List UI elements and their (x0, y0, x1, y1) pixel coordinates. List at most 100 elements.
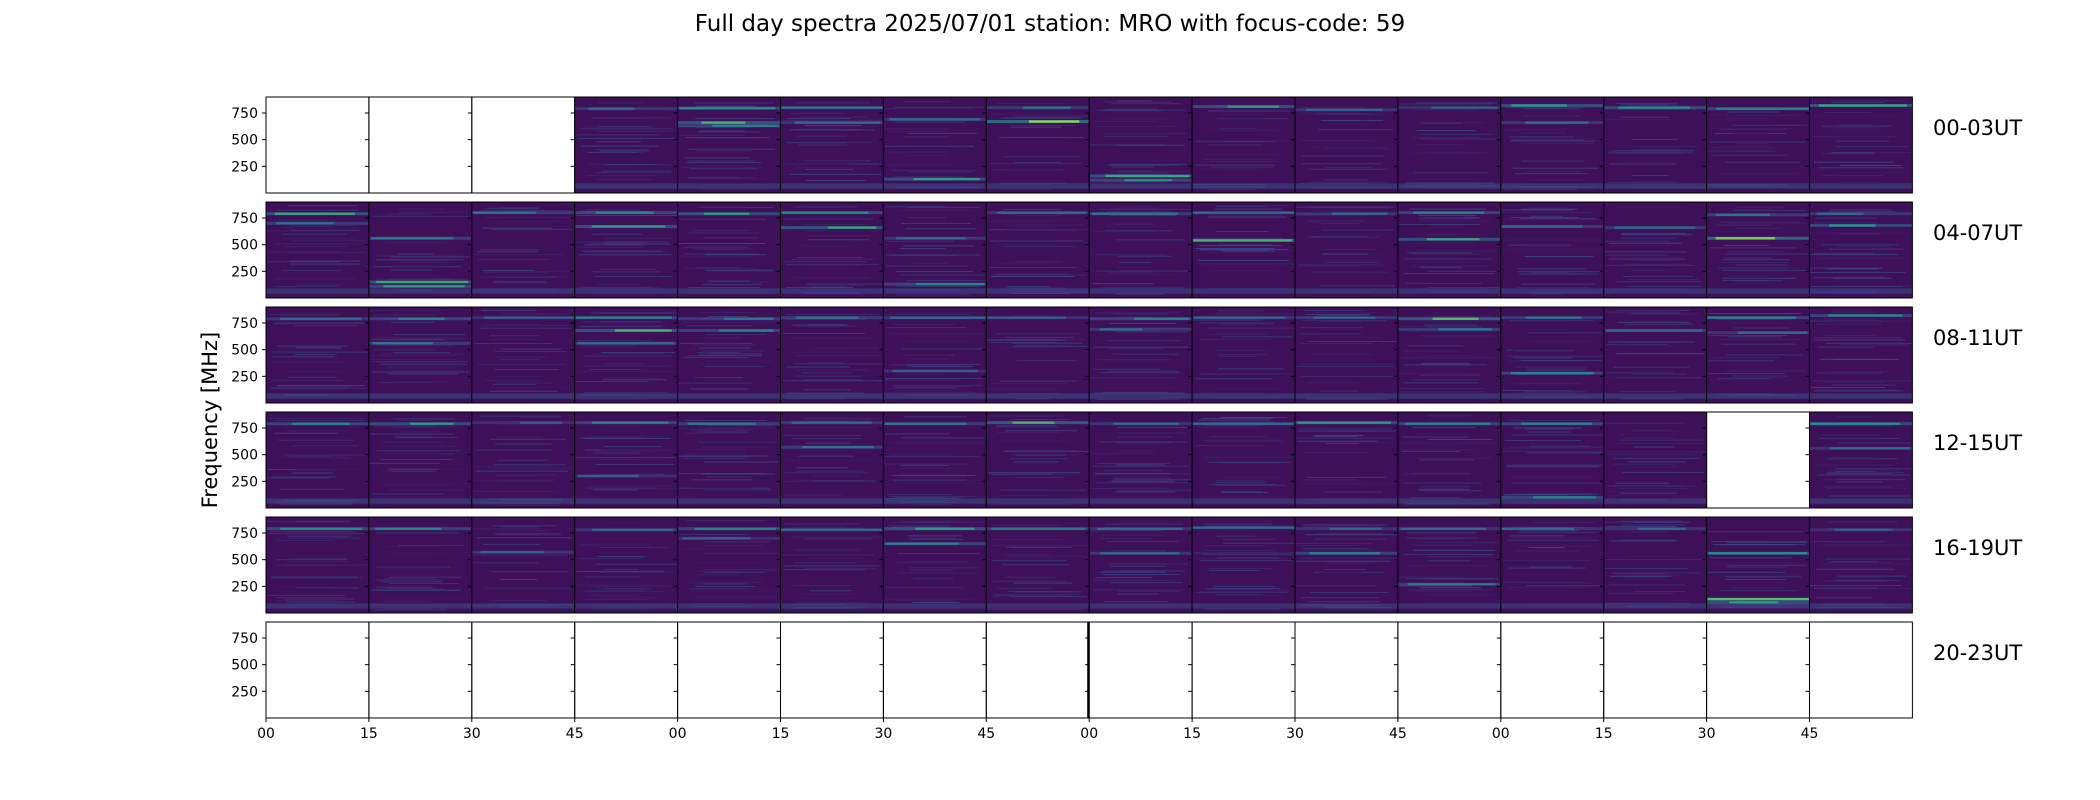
spectrum-panel (1599, 516, 1708, 614)
spectrum-background (1089, 307, 1193, 403)
y-tick-label: 500 (231, 133, 258, 149)
spectrum-background (677, 517, 781, 613)
low-band (1295, 183, 1398, 189)
spectrum-panel (1188, 621, 1296, 719)
low-band (1192, 498, 1295, 504)
spectrum-panel (673, 201, 781, 299)
panel-frame (1191, 621, 1296, 719)
spectra-row: 250 500 750 00-03UT (231, 96, 2022, 194)
spectrum-panel (1085, 516, 1193, 614)
spectrum-panel (1188, 516, 1296, 614)
spectra-row: 250 500 750 20-23UT (231, 621, 2022, 719)
low-band (883, 183, 987, 189)
low-band (1500, 288, 1604, 294)
panel-frame (780, 621, 884, 719)
panel-frame (1809, 516, 1913, 614)
spectrum-panel (776, 201, 884, 299)
low-band (1500, 183, 1604, 189)
spectrum-background (266, 412, 369, 508)
spectrum-panel (673, 411, 781, 509)
spectrum-panel (364, 621, 473, 719)
x-tick-label: 30 (1286, 726, 1304, 742)
low-band (1397, 288, 1501, 294)
panel-frame (1706, 621, 1810, 719)
spectrum-background (1192, 517, 1295, 613)
y-tick-label: 750 (231, 211, 258, 227)
low-band (986, 603, 1090, 609)
low-band (471, 603, 575, 609)
spectrum-background (986, 412, 1090, 508)
low-band (1603, 498, 1707, 504)
y-tick-label: 750 (231, 631, 258, 647)
low-band (883, 393, 987, 399)
low-band (1706, 288, 1810, 294)
spectrum-background (1089, 202, 1193, 298)
spectrum-panel (776, 306, 884, 404)
low-band (1809, 288, 1913, 294)
spectrum-panel (1085, 306, 1193, 404)
spectrum-background (1809, 412, 1913, 508)
y-tick-label: 750 (231, 421, 258, 437)
spectrum-background (677, 97, 781, 193)
panel-frame (368, 621, 473, 719)
spectrum-panel (1188, 306, 1296, 404)
spectra-row: 250 500 750 12-15UT (231, 411, 2022, 509)
spectrum-panel (982, 201, 1090, 299)
y-tick-label: 250 (231, 579, 258, 595)
low-band (1192, 603, 1295, 609)
low-band (1397, 183, 1501, 189)
x-tick-label: 00 (1080, 726, 1098, 742)
low-band (1809, 393, 1913, 399)
spectrum-panel (570, 621, 679, 719)
y-tick-label: 250 (231, 369, 258, 385)
spectrum-panel (570, 516, 679, 614)
y-tick-label: 750 (231, 316, 258, 332)
low-band (1192, 183, 1295, 189)
spectrum-panel (879, 96, 987, 194)
low-band (986, 498, 1090, 504)
y-tick-label: 750 (231, 106, 258, 122)
spectrum-background (1500, 412, 1604, 508)
spectrum-background (780, 412, 884, 508)
spectrum-panel (1085, 411, 1193, 509)
y-tick-label: 250 (231, 264, 258, 280)
low-band (266, 498, 369, 504)
spectrum-background (1089, 517, 1193, 613)
low-band (1809, 603, 1913, 609)
spectrum-background (780, 517, 884, 613)
y-tick-label: 500 (231, 448, 258, 464)
low-band (266, 288, 369, 294)
panel-frame (882, 621, 987, 719)
low-band (1295, 603, 1398, 609)
panel-frame (985, 621, 1090, 719)
spectrum-panel (467, 96, 576, 194)
spectrum-background (574, 412, 678, 508)
spectrum-background (677, 412, 781, 508)
low-band (1809, 183, 1913, 189)
x-tick-label: 45 (1801, 726, 1819, 742)
spectrum-panel (982, 96, 1090, 194)
spectrum-panel (467, 621, 576, 719)
spectrum-panel (673, 306, 781, 404)
spectrum-panel (364, 201, 473, 299)
spectrum-panel (1702, 306, 1810, 404)
panel-frame (368, 96, 473, 194)
spectrum-panel (1291, 96, 1399, 194)
spectrum-panel (1599, 621, 1708, 719)
low-band (471, 288, 575, 294)
spectrum-panel (1496, 516, 1605, 614)
spectrum-background (368, 412, 472, 508)
spectrum-background (1295, 307, 1398, 403)
row-label: 20-23UT (1933, 641, 2022, 665)
spectrum-panel (982, 516, 1090, 614)
spectrum-background (1809, 517, 1913, 613)
spectrum-panel (570, 411, 679, 509)
x-tick-label: 30 (1698, 726, 1716, 742)
spectrum-background (1397, 517, 1501, 613)
y-tick-label: 500 (231, 343, 258, 359)
low-band (677, 393, 781, 399)
low-band (1295, 393, 1398, 399)
spectrum-panel (262, 411, 370, 509)
spectra-row: 250 500 750 08-11UT (231, 306, 2022, 404)
